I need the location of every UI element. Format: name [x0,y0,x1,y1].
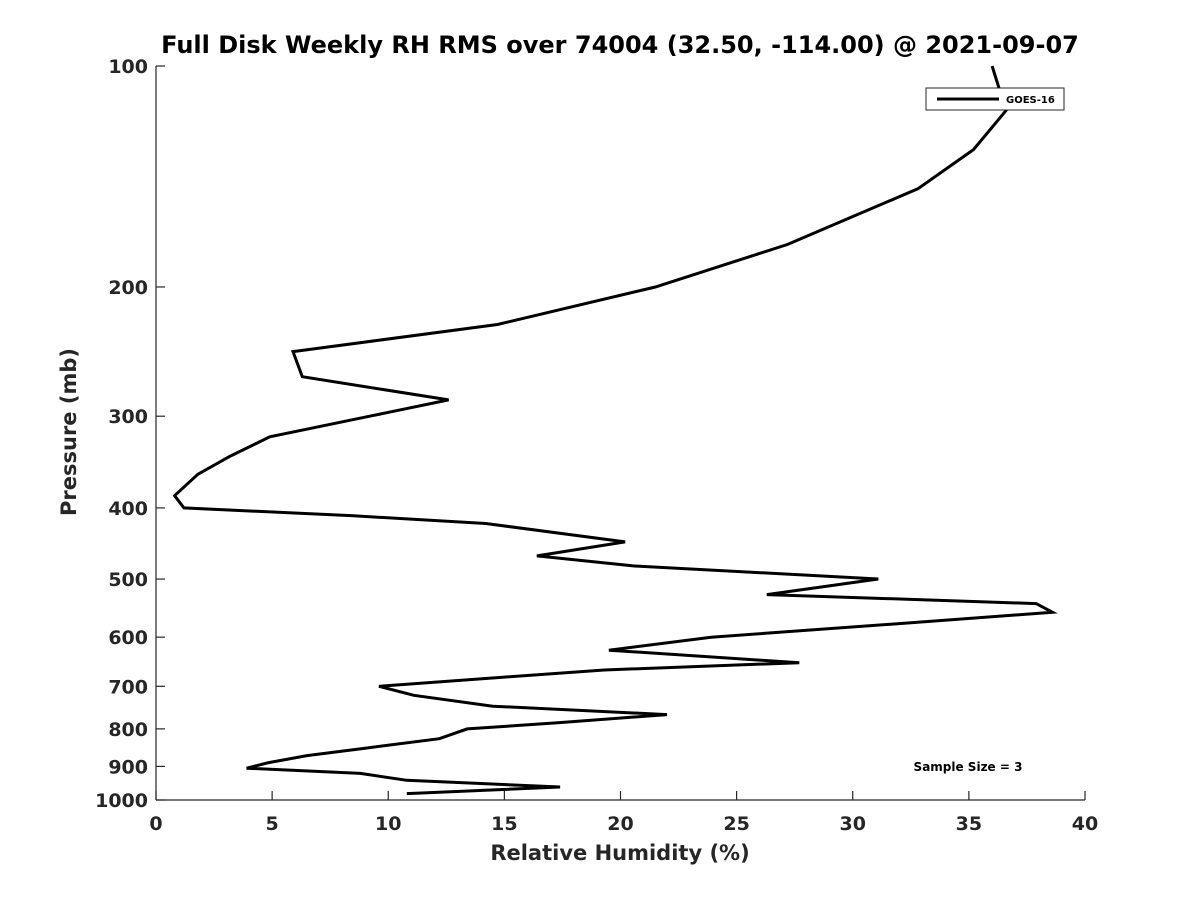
axes: 0 5 10 15 20 25 30 35 40 100 200 300 400 500 600 700 80… [95,56,1098,835]
x-tick-label: 25 [723,813,749,835]
x-tick-label: 20 [607,813,633,835]
x-tick-label: 10 [375,813,401,835]
x-axis-label: Relative Humidity (%) [490,841,749,865]
x-tick-label: 40 [1072,813,1098,835]
sample-size-annotation: Sample Size = 3 [914,760,1023,774]
y-tick-label: 900 [108,756,148,778]
x-tick-label: 0 [149,813,162,835]
y-tick-label: 400 [108,498,148,520]
legend: GOES-16 [925,87,1065,111]
x-tick-label: 5 [266,813,279,835]
chart-title: Full Disk Weekly RH RMS over 74004 (32.5… [161,31,1079,59]
y-tick-label: 500 [108,569,148,591]
y-ticks: 100 200 300 400 500 600 700 800 900 1000 [95,56,165,812]
y-tick-label: 100 [108,56,148,78]
y-tick-label: 800 [108,719,148,741]
series-layer [172,65,1058,796]
y-tick-label: 1000 [95,790,148,812]
series-line-goes-16 [172,65,1058,796]
x-ticks: 0 5 10 15 20 25 30 35 40 [149,791,1098,835]
y-tick-label: 600 [108,627,148,649]
y-tick-label: 200 [108,277,148,299]
x-tick-label: 30 [840,813,866,835]
y-axis-label: Pressure (mb) [57,348,81,516]
x-tick-label: 15 [491,813,517,835]
y-tick-label: 300 [108,406,148,428]
legend-label-goes-16: GOES-16 [1006,95,1055,106]
x-tick-label: 35 [956,813,982,835]
y-tick-label: 700 [108,676,148,698]
